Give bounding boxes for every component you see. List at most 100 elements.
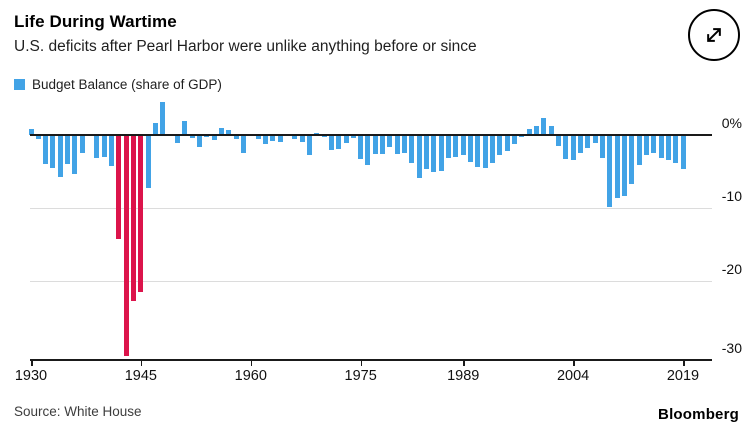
bar-1998[interactable] <box>526 129 532 135</box>
bar-1999[interactable] <box>533 125 539 135</box>
bar-1941[interactable] <box>109 135 115 167</box>
x-axis-label-1989: 1989 <box>447 367 480 384</box>
bar-1945[interactable] <box>138 135 144 292</box>
bar-1932[interactable] <box>43 135 49 165</box>
bar-2015[interactable] <box>651 135 657 153</box>
bar-1978[interactable] <box>380 135 386 154</box>
bar-1996[interactable] <box>512 135 518 145</box>
bar-1985[interactable] <box>431 135 437 172</box>
bar-2011[interactable] <box>621 135 627 196</box>
bar-1967[interactable] <box>299 135 305 143</box>
bar-1991[interactable] <box>475 135 481 168</box>
bar-1930[interactable] <box>28 129 34 135</box>
bar-1971[interactable] <box>328 135 334 150</box>
bar-1992[interactable] <box>482 135 488 168</box>
bar-1962[interactable] <box>262 135 268 144</box>
bar-1973[interactable] <box>343 135 349 144</box>
bar-2008[interactable] <box>599 135 605 158</box>
bar-1983[interactable] <box>416 135 422 179</box>
bar-2001[interactable] <box>548 126 554 135</box>
x-axis-line <box>30 358 712 361</box>
bar-1944[interactable] <box>131 135 137 301</box>
bar-1934[interactable] <box>57 135 63 178</box>
bar-1935[interactable] <box>65 135 71 165</box>
bar-1951[interactable] <box>182 121 188 135</box>
bar-1939[interactable] <box>94 135 100 158</box>
bar-1974[interactable] <box>350 135 356 138</box>
bar-1950[interactable] <box>175 135 181 144</box>
bar-1986[interactable] <box>438 135 444 171</box>
bar-1993[interactable] <box>490 135 496 163</box>
bar-1933[interactable] <box>50 135 56 168</box>
bar-1994[interactable] <box>497 135 503 156</box>
bar-2006[interactable] <box>585 135 591 149</box>
x-axis-tick-1945 <box>140 360 143 366</box>
bar-2009[interactable] <box>607 135 613 207</box>
bar-2017[interactable] <box>665 135 671 160</box>
page-subtitle: U.S. deficits after Pearl Harbor were un… <box>14 38 477 55</box>
bar-2019[interactable] <box>680 135 686 169</box>
x-axis-tick-1975 <box>360 360 363 366</box>
bar-1947[interactable] <box>153 122 159 135</box>
bar-1972[interactable] <box>336 135 342 149</box>
bar-1942[interactable] <box>116 135 122 239</box>
bar-1948[interactable] <box>160 102 166 135</box>
bar-1982[interactable] <box>409 135 415 164</box>
bar-1969[interactable] <box>314 132 320 135</box>
bar-1977[interactable] <box>372 135 378 154</box>
bar-1956[interactable] <box>218 128 224 135</box>
bar-1989[interactable] <box>460 135 466 155</box>
expand-button[interactable] <box>688 9 740 61</box>
y-axis-label--10: -10 <box>721 188 742 204</box>
bar-2010[interactable] <box>614 135 620 198</box>
bar-1936[interactable] <box>72 135 78 175</box>
bar-1970[interactable] <box>321 135 327 138</box>
x-axis-tick-2004 <box>573 360 575 366</box>
bar-2005[interactable] <box>577 135 583 154</box>
y-axis-label--30: -30 <box>721 339 742 356</box>
bar-1995[interactable] <box>504 135 510 152</box>
bar-1952[interactable] <box>189 135 195 138</box>
bar-1984[interactable] <box>424 135 430 170</box>
bar-2002[interactable] <box>555 135 561 146</box>
bar-1943[interactable] <box>123 135 129 357</box>
bar-2013[interactable] <box>636 135 642 165</box>
bar-1961[interactable] <box>255 135 261 140</box>
bar-2000[interactable] <box>541 118 547 135</box>
bar-1975[interactable] <box>358 135 364 160</box>
y-axis-label--20: -20 <box>721 261 742 277</box>
bar-1940[interactable] <box>101 135 107 157</box>
y-axis-label-0%: 0% <box>721 115 742 131</box>
bar-1955[interactable] <box>211 135 217 141</box>
zero-line <box>30 134 712 136</box>
bar-1966[interactable] <box>292 135 298 139</box>
bar-1946[interactable] <box>145 135 151 188</box>
bar-1997[interactable] <box>519 135 525 138</box>
bar-1990[interactable] <box>468 135 474 162</box>
bar-1980[interactable] <box>394 135 400 154</box>
bar-2003[interactable] <box>563 135 569 160</box>
bar-1953[interactable] <box>196 135 202 148</box>
bar-2018[interactable] <box>673 135 679 163</box>
bar-2016[interactable] <box>658 135 664 158</box>
bar-2007[interactable] <box>592 135 598 144</box>
bar-1979[interactable] <box>387 135 393 147</box>
bar-1987[interactable] <box>446 135 452 158</box>
bar-1981[interactable] <box>402 135 408 154</box>
bar-1976[interactable] <box>365 135 371 165</box>
bar-1964[interactable] <box>277 135 283 142</box>
bar-2012[interactable] <box>629 135 635 184</box>
bar-1963[interactable] <box>270 135 276 141</box>
bar-1959[interactable] <box>240 135 246 154</box>
bar-1937[interactable] <box>79 135 85 154</box>
bar-1988[interactable] <box>453 135 459 157</box>
legend-label: Budget Balance (share of GDP) <box>32 77 222 92</box>
bar-2004[interactable] <box>570 135 576 160</box>
bar-1958[interactable] <box>233 135 239 140</box>
bar-2014[interactable] <box>643 135 649 156</box>
bar-1931[interactable] <box>35 135 41 140</box>
bar-1954[interactable] <box>204 135 210 138</box>
source-note: Source: White House <box>14 404 142 419</box>
bar-1957[interactable] <box>226 129 232 135</box>
bar-1968[interactable] <box>306 135 312 156</box>
